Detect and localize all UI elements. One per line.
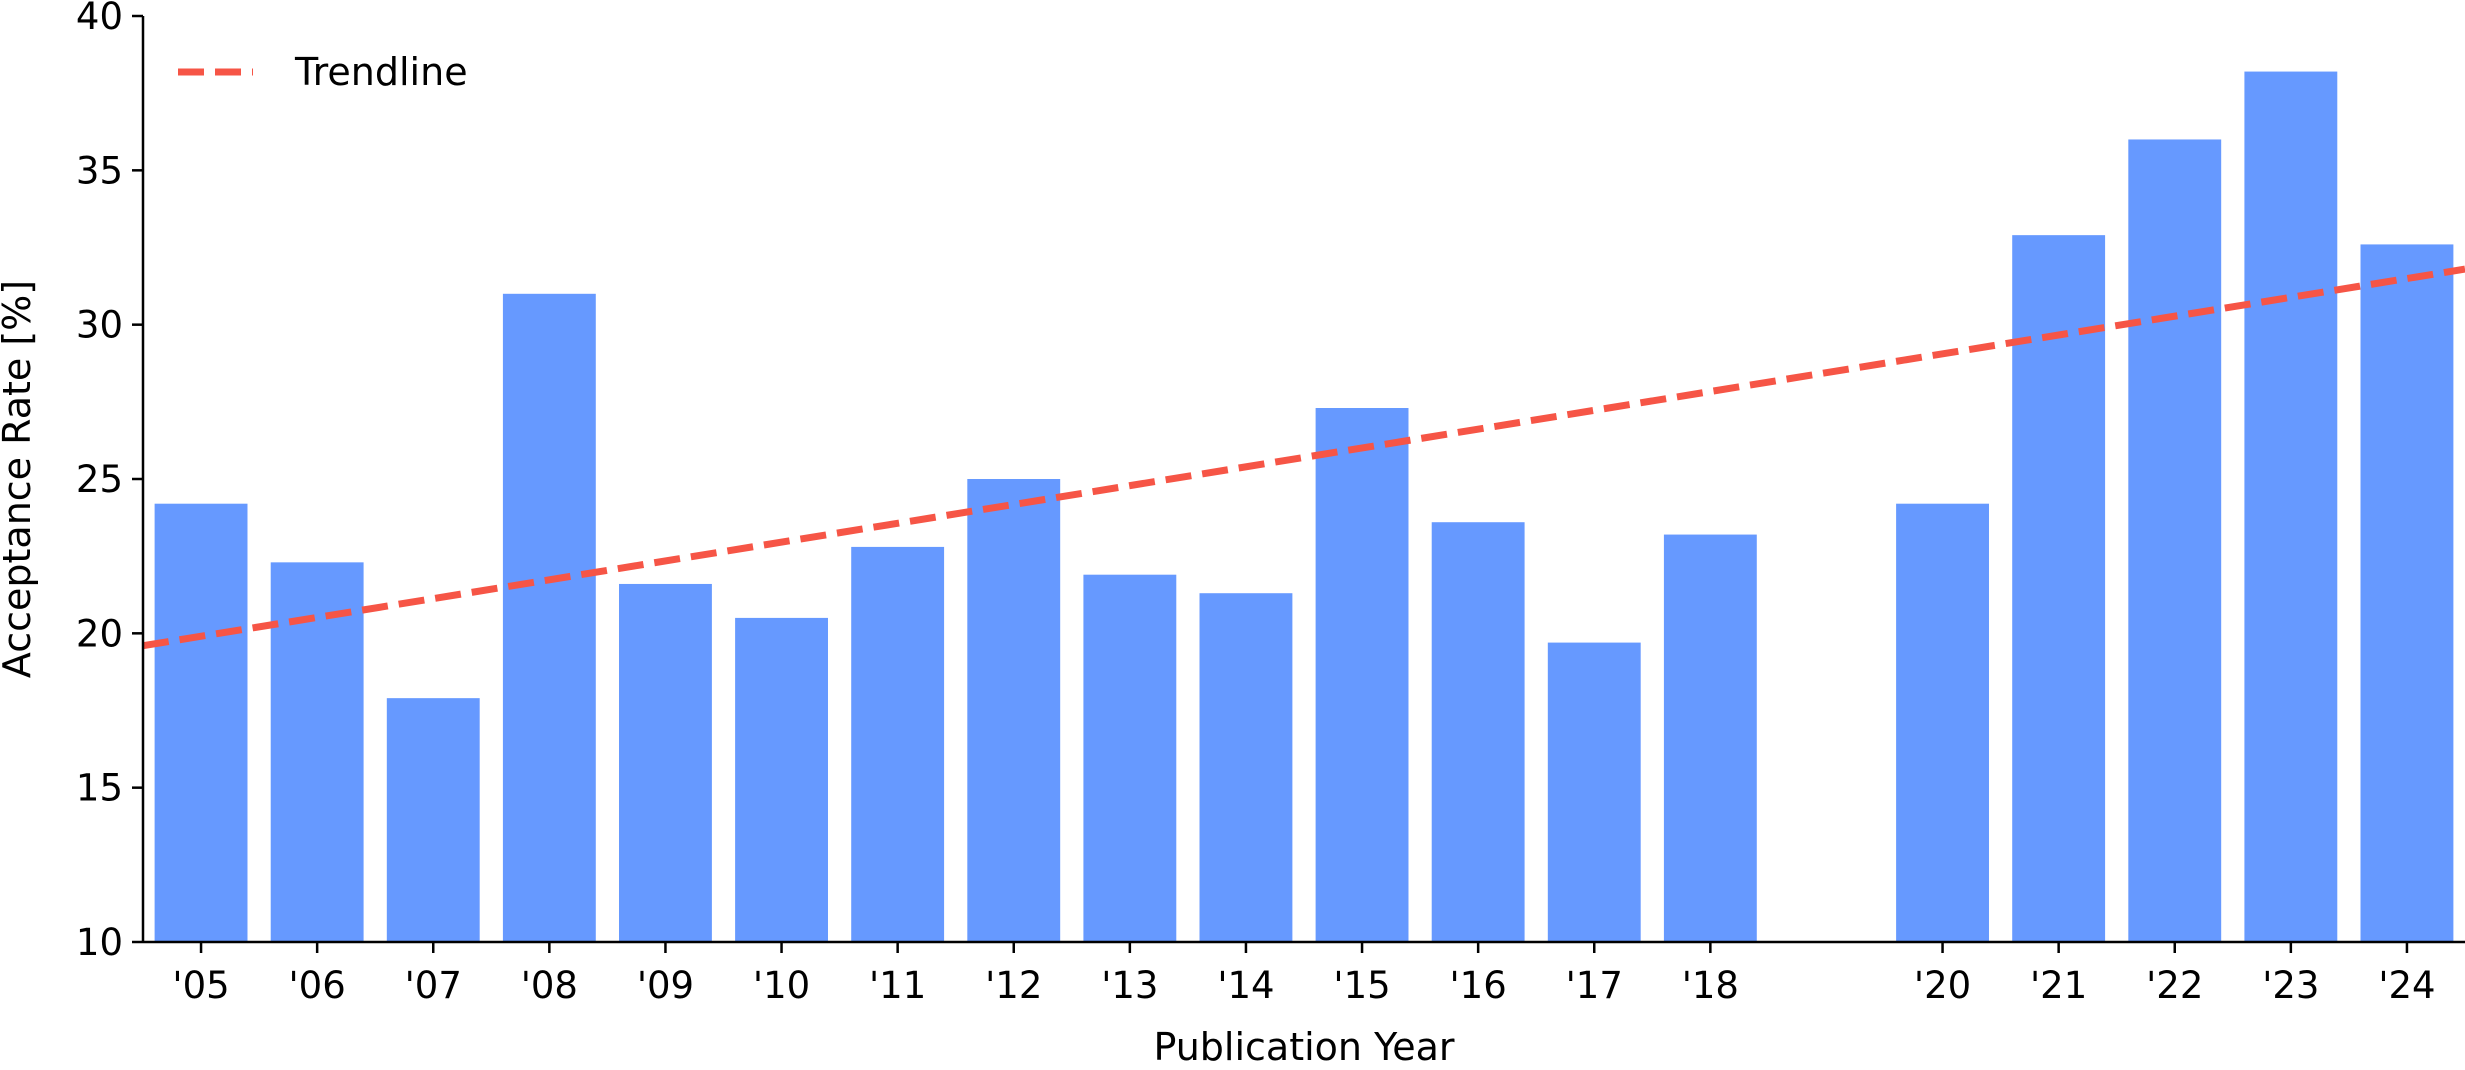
- x-tick-label-2013: '13: [1101, 964, 1158, 1007]
- bar-2023: [2244, 71, 2338, 942]
- x-axis-title: Publication Year: [1153, 1025, 1454, 1069]
- y-tick-label-10: 10: [76, 921, 123, 964]
- x-tick-label-2016: '16: [1450, 964, 1507, 1007]
- x-tick-label-2012: '12: [985, 964, 1042, 1007]
- bar-2008: [502, 293, 596, 942]
- bar-2020: [1896, 503, 1989, 942]
- y-tick-label-40: 40: [76, 0, 123, 38]
- y-tick-label-30: 30: [76, 304, 123, 347]
- legend-label-trendline: Trendline: [294, 50, 468, 94]
- bar-2024: [2360, 244, 2454, 942]
- bar-2012: [967, 479, 1061, 942]
- bar-2022: [2128, 139, 2222, 942]
- bar-2006: [270, 562, 364, 942]
- x-tick-label-2015: '15: [1333, 964, 1390, 1007]
- x-tick-label-2007: '07: [405, 964, 462, 1007]
- bar-2015: [1315, 408, 1409, 942]
- bar-2021: [2012, 235, 2106, 943]
- x-tick-label-2023: '23: [2262, 964, 2319, 1007]
- bar-2009: [619, 583, 712, 942]
- bars-group: [154, 71, 2454, 943]
- bar-2014: [1199, 593, 1293, 942]
- trendline: [142, 265, 2465, 650]
- bar-2016: [1431, 522, 1525, 942]
- y-tick-label-25: 25: [76, 458, 123, 501]
- x-tick-label-2005: '05: [172, 964, 229, 1007]
- x-tick-label-2020: '20: [1914, 964, 1971, 1007]
- x-tick-label-2017: '17: [1566, 964, 1623, 1007]
- bar-2010: [735, 617, 828, 942]
- bar-2005: [154, 503, 248, 942]
- x-tick-label-2008: '08: [521, 964, 578, 1007]
- bar-2007: [386, 698, 480, 942]
- bar-2017: [1547, 642, 1641, 942]
- x-tick-label-2009: '09: [637, 964, 694, 1007]
- x-tick-label-2018: '18: [1682, 964, 1739, 1007]
- y-axis: 10 15 20 25 30 35 40: [76, 0, 145, 964]
- x-tick-label-2006: '06: [289, 964, 346, 1007]
- bar-2011: [851, 546, 945, 942]
- x-tick-label-2024: '24: [2378, 964, 2435, 1007]
- x-tick-label-2010: '10: [753, 964, 810, 1007]
- y-axis-title: Acceptance Rate [%]: [0, 280, 39, 678]
- y-tick-label-15: 15: [76, 767, 123, 810]
- legend: Trendline: [178, 50, 468, 94]
- x-tick-label-2014: '14: [1217, 964, 1274, 1007]
- x-tick-label-2011: '11: [869, 964, 926, 1007]
- x-tick-label-2021: '21: [2030, 964, 2087, 1007]
- bar-2018: [1663, 534, 1757, 942]
- bar-2013: [1083, 574, 1177, 942]
- y-tick-label-20: 20: [76, 612, 123, 655]
- y-tick-label-35: 35: [76, 149, 123, 192]
- x-tick-label-2022: '22: [2146, 964, 2203, 1007]
- x-axis: '05 '06 '07 '08 '09 '10 '11 '12 '13 '14 '15 '16 '17 '…: [143, 940, 2465, 1007]
- trendline-group: [142, 265, 2465, 650]
